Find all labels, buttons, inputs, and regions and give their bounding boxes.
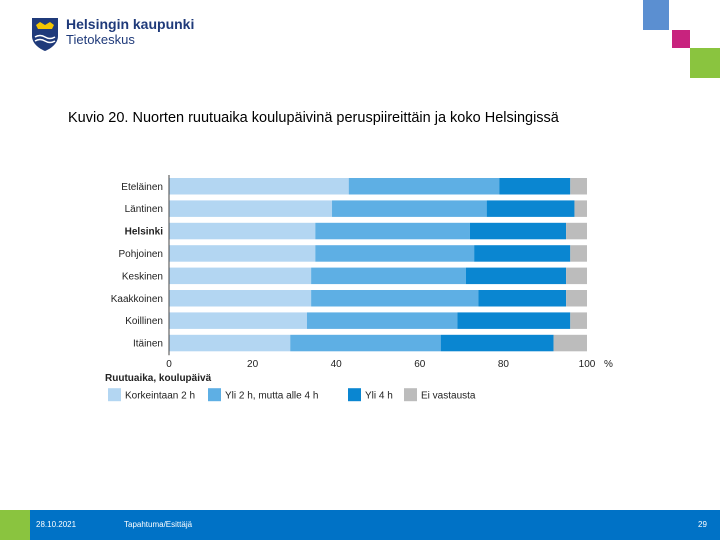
helsinki-logo: Helsingin kaupunki Tietokeskus <box>30 16 194 52</box>
category-label-8: Itäinen <box>133 339 163 350</box>
bar-6-series-1 <box>169 290 312 307</box>
decor-square-magenta <box>672 30 690 48</box>
legend-label-1: Korkeintaan 2 h <box>125 391 195 402</box>
bar-6-series-3 <box>478 290 567 307</box>
helsinki-crest-icon <box>32 18 58 51</box>
x-tick-label-3: 40 <box>331 359 343 370</box>
bar-2-series-2 <box>332 200 487 217</box>
bar-5-series-2 <box>311 267 466 285</box>
bar-4-series-2 <box>315 245 475 262</box>
footer-date: 28.10.2021 <box>36 520 77 529</box>
bar-6-series-2 <box>311 290 479 307</box>
x-unit-label: % <box>604 359 613 370</box>
x-tick-label-1: 0 <box>166 359 172 370</box>
bar-4-series-3 <box>474 245 571 262</box>
category-label-4: Pohjoinen <box>119 249 163 260</box>
decor-square-green <box>690 48 720 78</box>
bar-1-series-1 <box>169 178 349 195</box>
bar-8-series-4 <box>553 334 587 352</box>
bar-3-series-2 <box>315 222 470 240</box>
footer-event: Tapahtuma/Esittäjä <box>124 520 193 529</box>
bar-4-series-1 <box>169 245 316 262</box>
page-number: 29 <box>698 520 707 529</box>
x-tick-label-5: 80 <box>498 359 510 370</box>
stacked-bar-chart: Eteläinen Läntinen Helsinki Pohjoinen Keskin… <box>105 175 613 402</box>
bar-2-series-4 <box>574 200 587 217</box>
legend-swatch-2 <box>208 388 221 402</box>
legend-swatch-3 <box>348 388 361 402</box>
x-tick-label-4: 60 <box>414 359 426 370</box>
bar-7-series-4 <box>570 312 587 329</box>
bar-7-series-1 <box>169 312 307 329</box>
legend-label-2: Yli 2 h, mutta alle 4 h <box>225 391 318 402</box>
bar-2-series-3 <box>486 200 575 217</box>
bar-1-series-4 <box>570 178 587 195</box>
footer-bar: 28.10.2021 Tapahtuma/Esittäjä 29 <box>0 510 720 540</box>
category-label-6: Kaakkoinen <box>111 294 163 305</box>
category-label-2: Läntinen <box>125 204 163 215</box>
legend-swatch-4 <box>404 388 417 402</box>
bar-1-series-3 <box>499 178 571 195</box>
bar-3-series-1 <box>169 222 316 240</box>
category-label-1: Eteläinen <box>121 182 163 193</box>
legend-label-3: Yli 4 h <box>365 391 393 402</box>
bar-6-series-4 <box>566 290 587 307</box>
bar-3-series-4 <box>566 222 587 240</box>
category-label-3: Helsinki <box>125 227 164 238</box>
bar-8-series-1 <box>169 334 291 352</box>
bar-3-series-3 <box>469 222 567 240</box>
legend-title: Ruutuaika, koulupäivä <box>105 373 212 384</box>
decor-square-blue <box>643 0 669 30</box>
bar-4-series-4 <box>570 245 587 262</box>
bar-8-series-3 <box>440 334 554 352</box>
legend-label-4: Ei vastausta <box>421 391 476 402</box>
bar-5-series-3 <box>465 267 567 285</box>
category-label-5: Keskinen <box>122 271 163 282</box>
bar-5-series-1 <box>169 267 312 285</box>
x-tick-label-2: 20 <box>247 359 259 370</box>
bar-7-series-3 <box>457 312 571 329</box>
figure-title: Kuvio 20. Nuorten ruutuaika koulupäivinä… <box>68 110 559 126</box>
footer-accent <box>0 510 30 540</box>
x-tick-label-6: 100 <box>579 359 596 370</box>
bar-1-series-2 <box>348 178 500 195</box>
bar-5-series-4 <box>566 267 587 285</box>
category-label-7: Koillinen <box>125 316 163 327</box>
org-name: Helsingin kaupunki <box>66 16 195 32</box>
bar-2-series-1 <box>169 200 333 217</box>
bar-7-series-2 <box>306 312 458 329</box>
legend-swatch-1 <box>108 388 121 402</box>
bar-8-series-2 <box>290 334 441 352</box>
unit-name: Tietokeskus <box>66 32 135 47</box>
